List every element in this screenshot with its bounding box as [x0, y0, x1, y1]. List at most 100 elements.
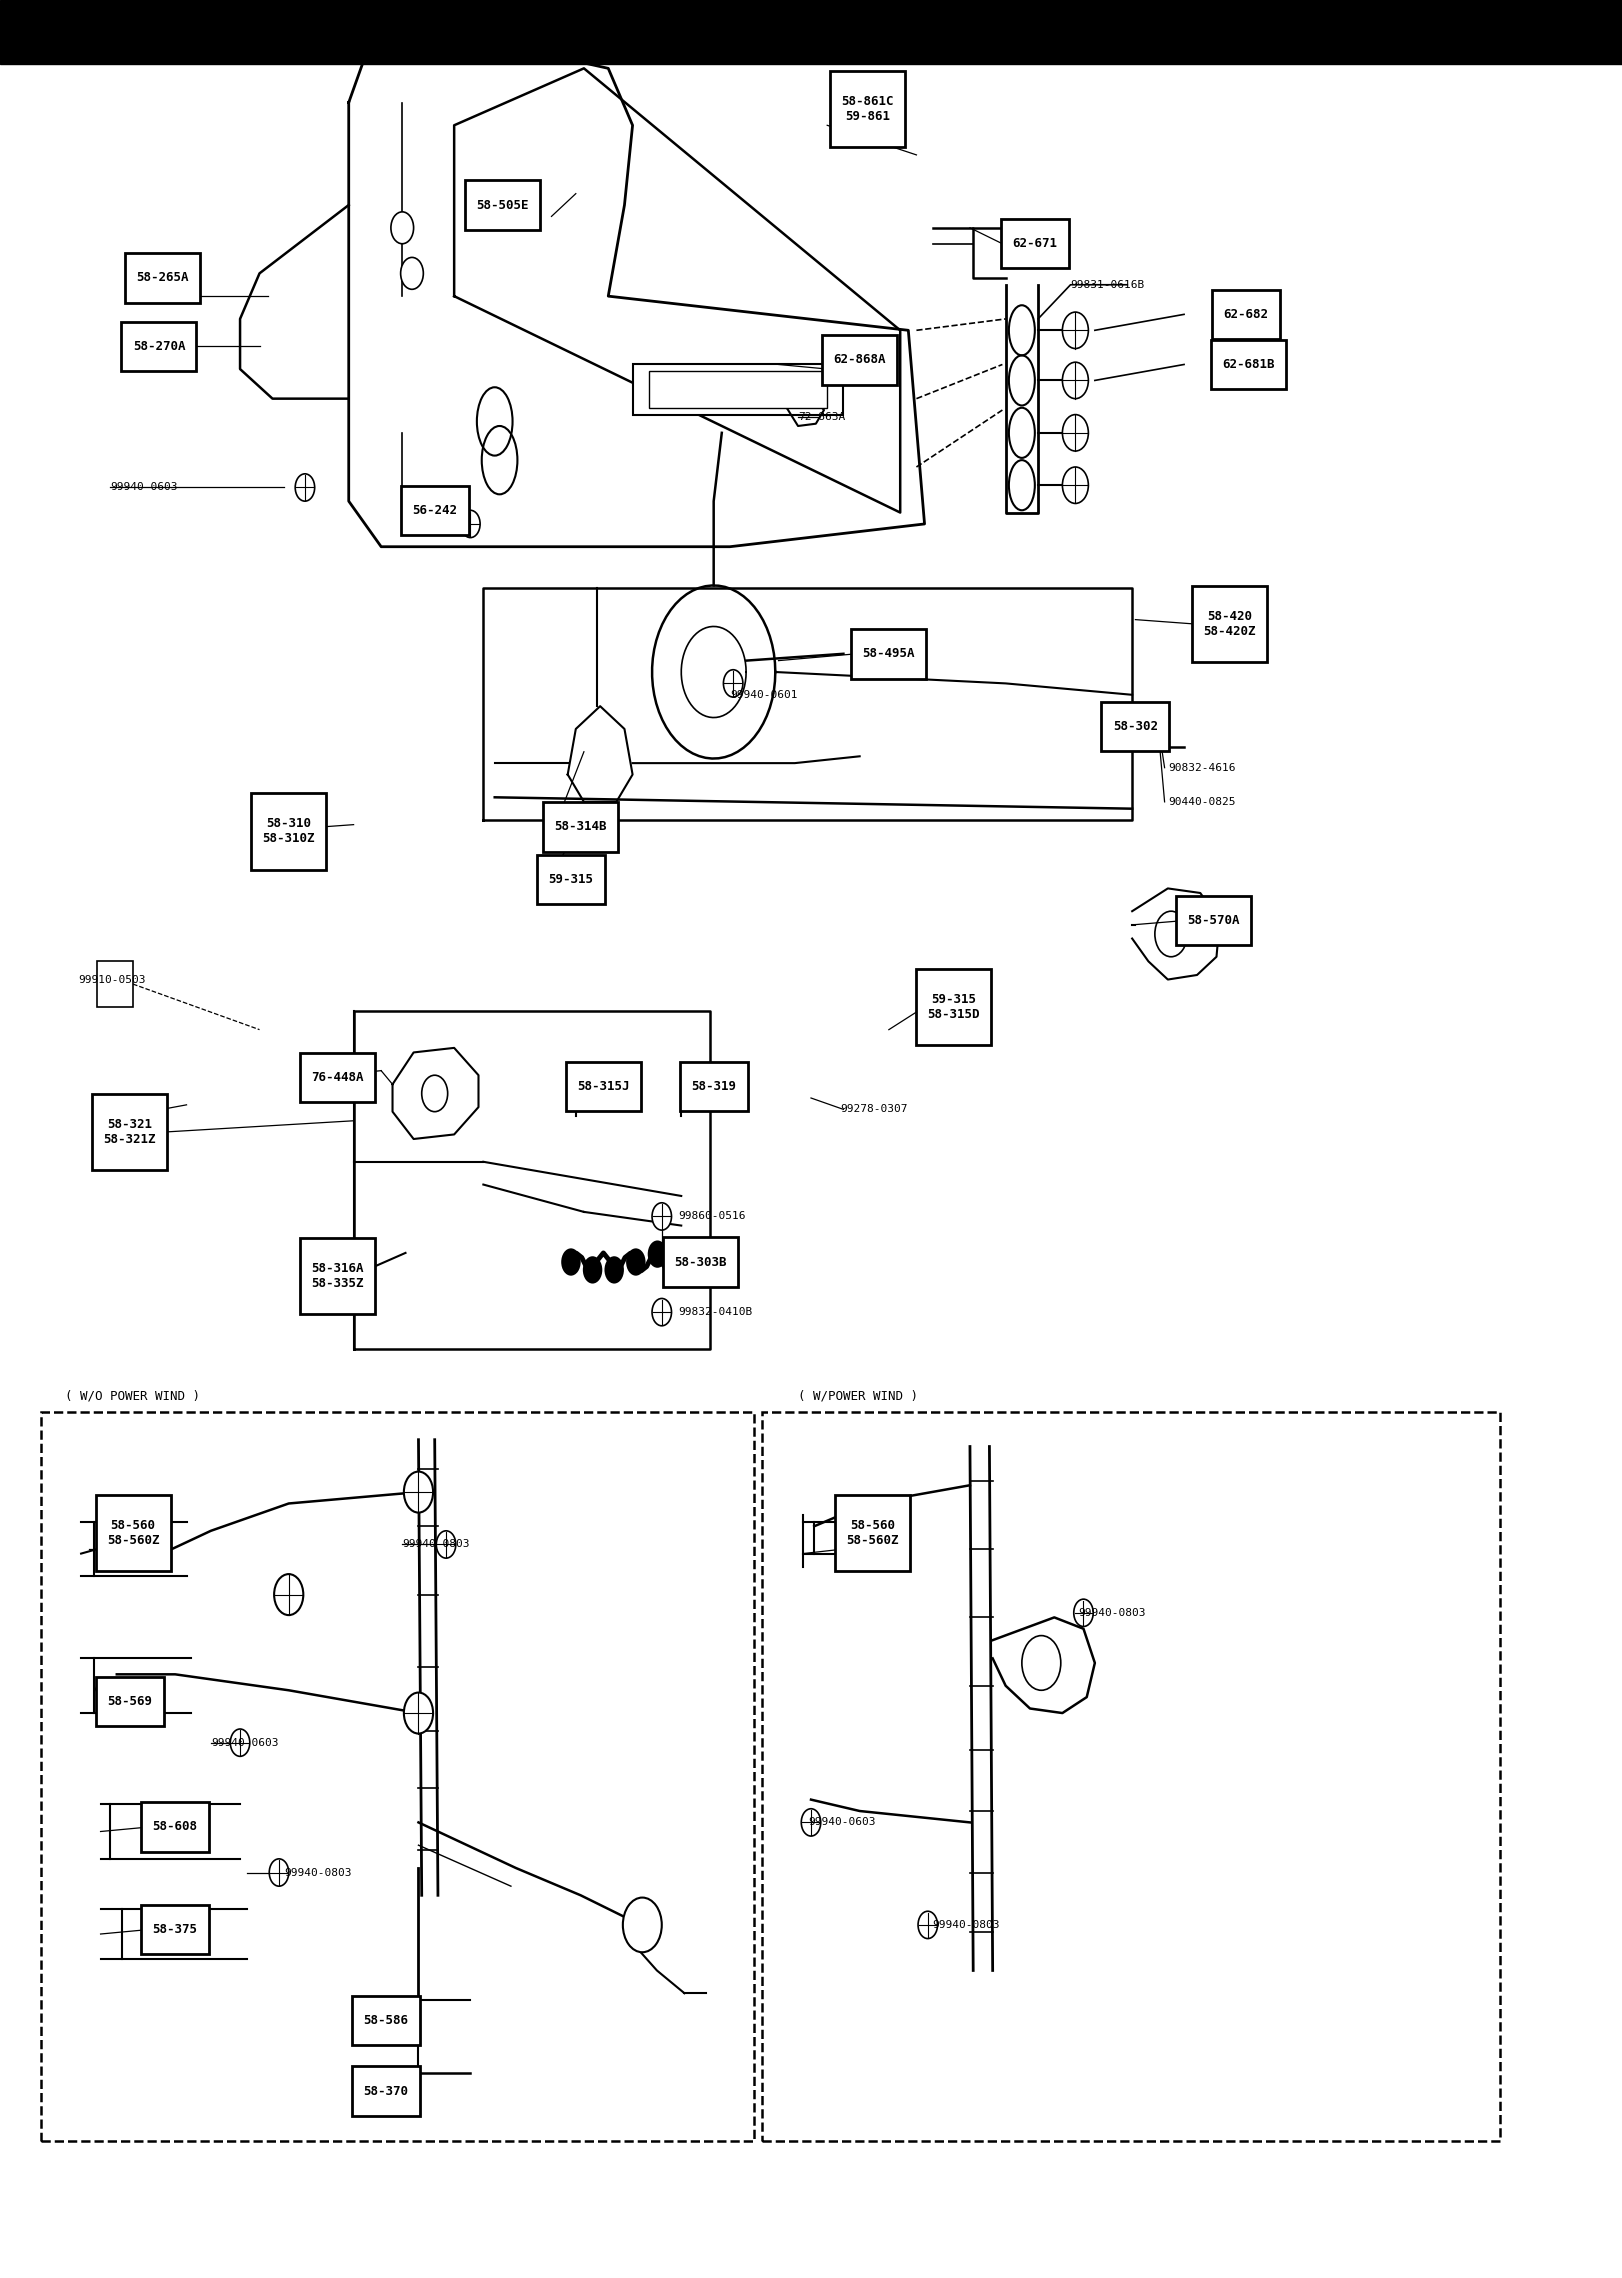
Circle shape [401, 257, 423, 289]
Bar [566, 1062, 641, 1112]
Bar [663, 1237, 738, 1287]
Circle shape [1074, 1599, 1093, 1626]
Circle shape [274, 1574, 303, 1615]
Bar [1001, 219, 1069, 269]
Bar [1212, 339, 1286, 390]
Text: 58-560
58-560Z: 58-560 58-560Z [847, 1519, 899, 1547]
Text: 99278-0307: 99278-0307 [840, 1105, 908, 1114]
Circle shape [561, 1248, 581, 1276]
Circle shape [436, 1531, 456, 1558]
Circle shape [801, 1809, 821, 1836]
Circle shape [1062, 312, 1088, 349]
Text: 58-861C
59-861: 58-861C 59-861 [842, 96, 894, 123]
Bar [125, 253, 200, 303]
Text: 99940-0803: 99940-0803 [933, 1920, 1001, 1929]
Text: 62-682: 62-682 [1223, 308, 1268, 321]
Text: 58-319: 58-319 [691, 1080, 736, 1093]
Bar [251, 793, 326, 870]
Text: 99831-0616B: 99831-0616B [1071, 280, 1145, 289]
Bar [1192, 585, 1267, 663]
Bar [97, 961, 133, 1007]
Bar [92, 1093, 167, 1171]
Bar [401, 485, 469, 535]
Circle shape [918, 1911, 938, 1939]
Text: 62-681B: 62-681B [1223, 358, 1275, 371]
Bar [141, 1904, 209, 1955]
Text: 58-316A
58-335Z: 58-316A 58-335Z [311, 1262, 363, 1289]
Text: 99940-0603: 99940-0603 [211, 1738, 279, 1747]
Text: 58-505E: 58-505E [477, 198, 529, 212]
Bar [1101, 702, 1169, 752]
Bar [300, 1052, 375, 1103]
Bar [830, 71, 905, 148]
Bar [543, 802, 618, 852]
Text: 99940-0601: 99940-0601 [730, 690, 798, 699]
Text: 99940-0803: 99940-0803 [1079, 1608, 1147, 1617]
Circle shape [391, 212, 414, 244]
Text: 58-608: 58-608 [152, 1820, 198, 1834]
Bar [352, 1996, 420, 2046]
Text: 99940-0603: 99940-0603 [110, 483, 178, 492]
Circle shape [404, 1693, 433, 1734]
Bar [852, 629, 926, 679]
Text: ( W/POWER WIND ): ( W/POWER WIND ) [798, 1390, 918, 1403]
Circle shape [1062, 362, 1088, 399]
Bar [300, 1237, 375, 1314]
Text: 58-420
58-420Z: 58-420 58-420Z [1204, 611, 1255, 638]
Circle shape [461, 510, 480, 538]
Text: 62-671: 62-671 [1012, 237, 1058, 251]
Bar [680, 1062, 748, 1112]
Text: 99832-0410B: 99832-0410B [678, 1308, 753, 1317]
Text: 99940-0603: 99940-0603 [808, 1818, 876, 1827]
Text: 99940-0803: 99940-0803 [402, 1540, 470, 1549]
Circle shape [652, 1298, 672, 1326]
Text: 99940-0803: 99940-0803 [284, 1868, 352, 1877]
Text: 59-315
58-315D: 59-315 58-315D [928, 993, 980, 1021]
Bar [466, 180, 540, 230]
Text: 58-302: 58-302 [1113, 720, 1158, 734]
Circle shape [404, 1472, 433, 1513]
Bar [835, 1494, 910, 1572]
Bar [41, 1412, 754, 2141]
Bar [352, 2066, 420, 2116]
Bar [0, 0, 1622, 64]
Text: 90832-4616: 90832-4616 [1168, 763, 1236, 772]
Text: 58-265A: 58-265A [136, 271, 188, 285]
Bar [141, 1802, 209, 1852]
Text: 90440-0825: 90440-0825 [1168, 797, 1236, 806]
Bar [122, 321, 196, 371]
Text: 99910-0503: 99910-0503 [78, 975, 146, 984]
Text: 58-303B: 58-303B [675, 1255, 727, 1269]
Text: 58-310
58-310Z: 58-310 58-310Z [263, 818, 315, 845]
Text: 58-315J: 58-315J [577, 1080, 629, 1093]
Text: 58-270A: 58-270A [133, 339, 185, 353]
Text: 58-375: 58-375 [152, 1923, 198, 1936]
Text: ( W/O POWER WIND ): ( W/O POWER WIND ) [65, 1390, 200, 1403]
Circle shape [626, 1248, 646, 1276]
Circle shape [269, 1859, 289, 1886]
Circle shape [647, 1242, 667, 1269]
Bar [762, 1412, 1500, 2141]
Bar [1212, 289, 1280, 339]
Circle shape [623, 1898, 662, 1952]
Circle shape [605, 1255, 624, 1283]
Text: 58-586: 58-586 [363, 2014, 409, 2027]
Text: 58-495A: 58-495A [863, 647, 915, 661]
Text: 99860-0516: 99860-0516 [678, 1212, 746, 1221]
Bar [649, 371, 827, 408]
Text: 72-863A: 72-863A [798, 412, 845, 421]
Circle shape [691, 1248, 710, 1276]
Bar [822, 335, 897, 385]
Text: 56-242: 56-242 [412, 503, 457, 517]
Text: 58-370: 58-370 [363, 2084, 409, 2098]
Text: 58-570A: 58-570A [1187, 913, 1239, 927]
Bar [633, 364, 843, 415]
Circle shape [652, 1203, 672, 1230]
Text: 62-868A: 62-868A [834, 353, 886, 367]
Text: 59-315: 59-315 [548, 872, 594, 886]
Circle shape [1062, 467, 1088, 503]
Circle shape [295, 474, 315, 501]
Circle shape [723, 670, 743, 697]
Text: 76-448A: 76-448A [311, 1071, 363, 1084]
Circle shape [1062, 415, 1088, 451]
